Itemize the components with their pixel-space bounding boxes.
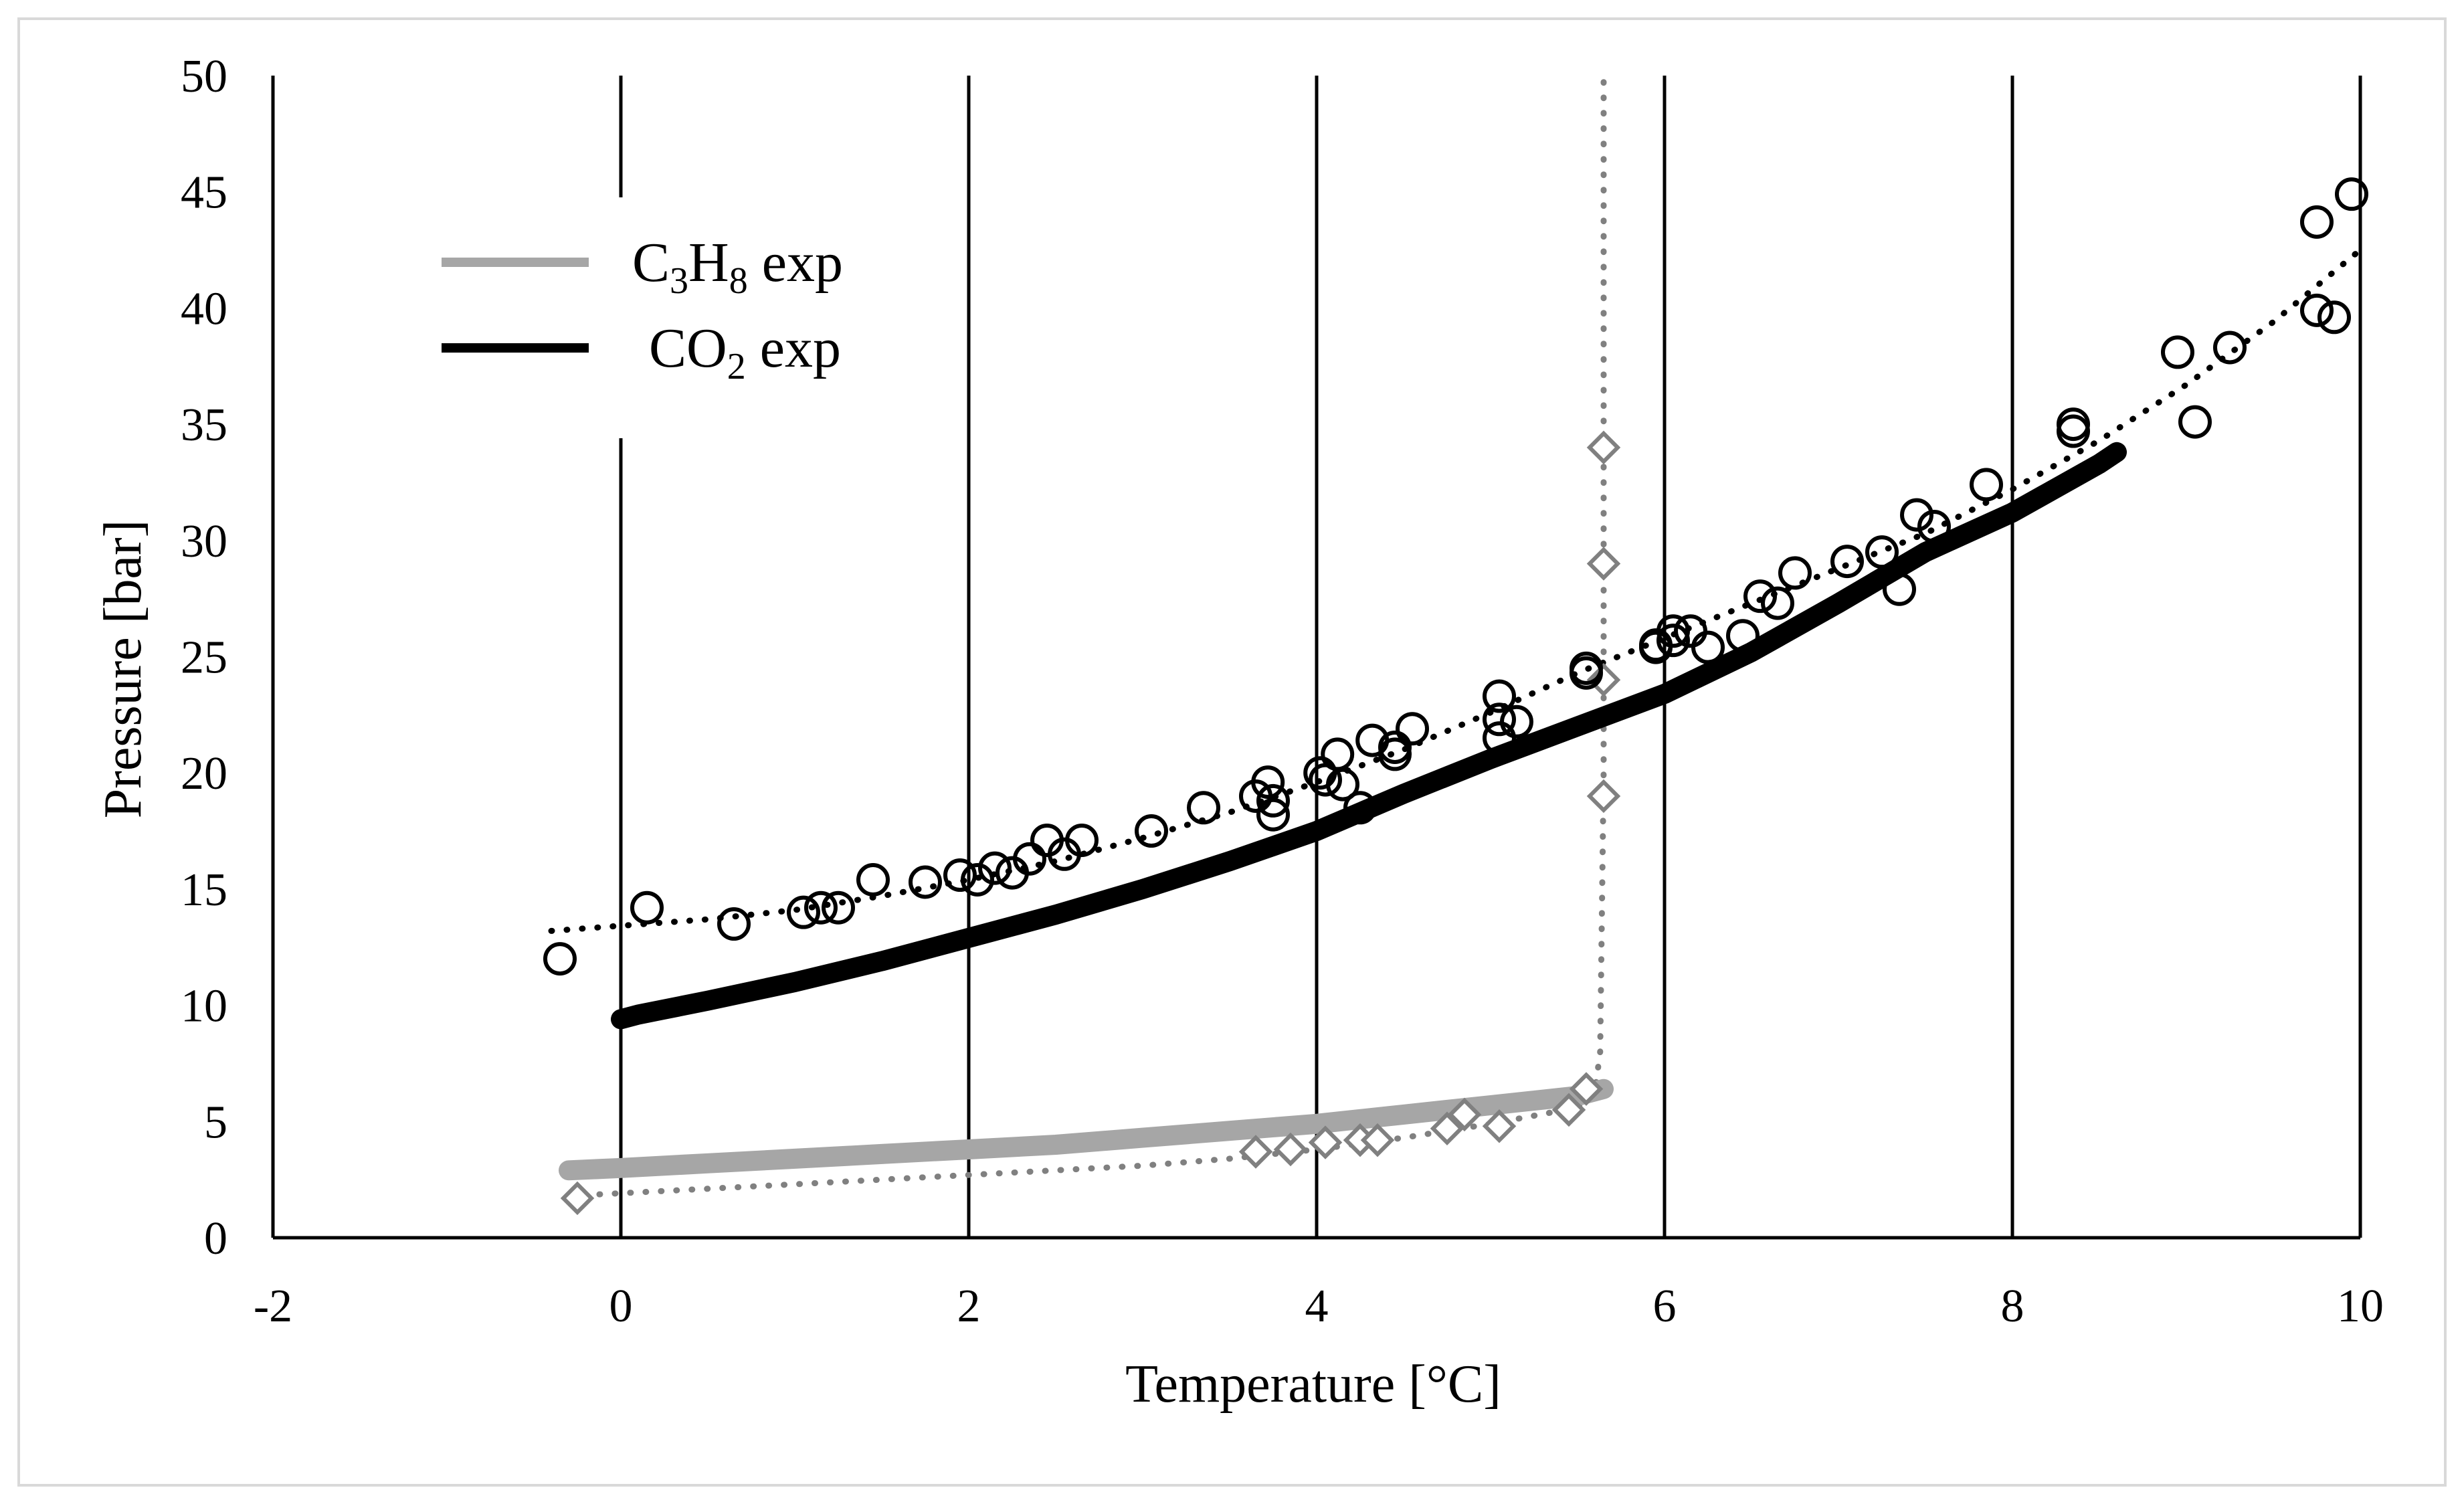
data-point-circle — [2161, 335, 2194, 369]
axes — [271, 76, 2360, 1240]
data-point-circle — [2300, 293, 2334, 327]
data-point-circle — [1378, 730, 1412, 764]
data-point-circle — [1900, 498, 1933, 532]
data-point-circle — [1778, 556, 1812, 590]
y-tick-label: 20 — [181, 748, 227, 800]
x-tick-label: 10 — [2337, 1281, 2384, 1332]
y-tick-label: 50 — [181, 51, 227, 102]
data-point-circle — [2057, 414, 2090, 448]
data-point-diamond — [1482, 1109, 1517, 1143]
x-tick-label: 6 — [1653, 1281, 1677, 1332]
data-point-circle — [909, 865, 942, 899]
data-point-circle — [1500, 704, 1533, 739]
data-point-diamond — [1586, 662, 1621, 697]
data-point-circle — [1970, 468, 2003, 502]
y-tick-label: 45 — [181, 167, 227, 219]
data-point-diamond — [560, 1181, 595, 1216]
x-tick-label: 8 — [2001, 1281, 2024, 1332]
legend: C3H8 exp CO2 exp — [401, 227, 950, 428]
y-tick-label: 30 — [181, 516, 227, 567]
legend-label-c3h8: C3H8 exp — [632, 231, 843, 302]
x-tick-label: 2 — [957, 1281, 981, 1332]
series-line — [559, 1078, 1614, 1181]
data-point-circle — [1483, 702, 1516, 737]
y-tick-label: 15 — [181, 864, 227, 916]
data-point-circle — [1656, 614, 1690, 648]
data-point-circle — [1917, 509, 1951, 543]
data-point-diamond — [1447, 1097, 1482, 1132]
x-tick-label: -2 — [254, 1281, 292, 1332]
chart-frame — [17, 17, 2447, 1487]
data-point-circle — [787, 895, 820, 929]
data-point-circle — [1065, 823, 1099, 857]
data-point-diamond — [1308, 1125, 1343, 1159]
data-point-circle — [1256, 797, 1290, 832]
data-point-circle — [1135, 814, 1168, 848]
data-point-circle — [2213, 331, 2247, 365]
data-point-circle — [1326, 767, 1359, 802]
data-point-circle — [2317, 300, 2351, 335]
data-point-circle — [1865, 535, 1899, 569]
legend-label-co2: CO2 exp — [649, 317, 841, 387]
data-point-diamond — [1569, 1072, 1604, 1106]
data-point-circle — [1343, 791, 1377, 825]
data-point-diamond — [1586, 779, 1621, 814]
y-axis-title: Pressure [bar] — [94, 520, 153, 818]
data-point-circle — [2300, 205, 2334, 239]
data-point-circle — [1483, 679, 1516, 713]
series-line — [611, 442, 2127, 1030]
data-point-circle — [1726, 619, 1760, 653]
data-point-circle — [822, 890, 855, 925]
x-axis-title: Temperature [°C] — [1125, 1355, 1501, 1414]
data-point-circle — [1570, 656, 1603, 690]
data-point-circle — [1251, 765, 1285, 800]
data-point-circle — [1013, 842, 1046, 876]
y-tick-label: 0 — [204, 1213, 227, 1264]
data-point-diamond — [1273, 1132, 1308, 1167]
data-point-diamond — [1238, 1135, 1273, 1169]
data-point-circle — [1256, 783, 1290, 818]
trend-line — [565, 72, 1607, 1199]
data-point-diamond — [1586, 547, 1621, 581]
tick-labels: -2 0 2 4 6 8 10 0 5 10 15 20 25 30 35 40 45 50 — [181, 51, 2384, 1332]
y-tick-label: 40 — [181, 283, 227, 335]
data-point-circle — [1883, 572, 1916, 606]
data-point-diamond — [1360, 1123, 1395, 1157]
data-point-circle — [1830, 545, 1864, 579]
data-point-circle — [1656, 624, 1690, 658]
data-point-circle — [804, 890, 838, 925]
data-point-circle — [1743, 579, 1777, 614]
data-point-circle — [856, 863, 890, 897]
data-point-circle — [1691, 630, 1725, 664]
data-point-circle — [1761, 586, 1794, 620]
data-point-circle — [717, 907, 751, 941]
data-point-circle — [943, 858, 977, 892]
data-point-circle — [2178, 405, 2212, 439]
data-point-circle — [2335, 177, 2368, 211]
x-tick-label: 4 — [1305, 1281, 1329, 1332]
data-point-diamond — [1586, 430, 1621, 465]
x-tick-label: 0 — [609, 1281, 633, 1332]
data-point-circle — [1187, 791, 1220, 825]
y-tick-label: 25 — [181, 632, 227, 684]
y-tick-label: 10 — [181, 981, 227, 1032]
data-point-circle — [961, 863, 994, 897]
data-point-diamond — [1551, 1093, 1586, 1127]
series-layer — [543, 72, 2368, 1216]
data-point-circle — [543, 942, 577, 976]
trend-line — [548, 247, 2364, 934]
data-point-circle — [630, 890, 664, 925]
data-point-circle — [1396, 712, 1429, 746]
y-tick-label: 5 — [204, 1097, 227, 1148]
data-point-circle — [978, 851, 1012, 885]
data-point-diamond — [1430, 1111, 1464, 1145]
y-tick-label: 35 — [181, 399, 227, 451]
